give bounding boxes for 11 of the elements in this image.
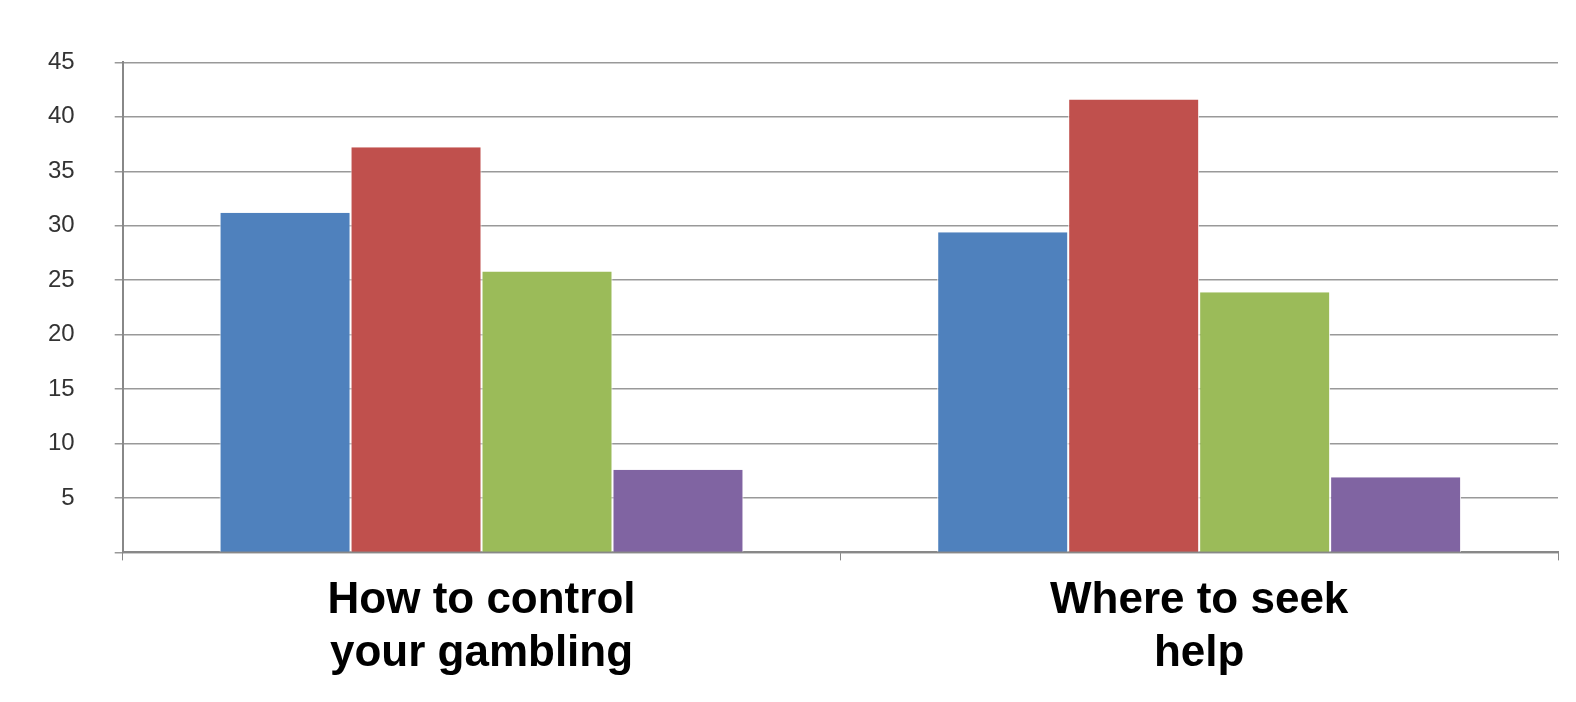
y-tick-label: 25 [47, 264, 75, 292]
y-tick-label: 30 [47, 210, 75, 238]
y-tick-label: 15 [47, 373, 75, 401]
y-tick-label: 10 [47, 428, 75, 456]
y-tick-label: 20 [47, 319, 75, 347]
y-tick-label: 35 [47, 155, 75, 183]
y-tick-label: 5 [61, 482, 75, 510]
y-tick-label: 40 [47, 101, 75, 129]
x-tick-label: How to control your gambling [327, 572, 636, 675]
y-tick-label: 45 [47, 47, 75, 75]
x-tick-label: Where to seek help [1050, 572, 1349, 675]
